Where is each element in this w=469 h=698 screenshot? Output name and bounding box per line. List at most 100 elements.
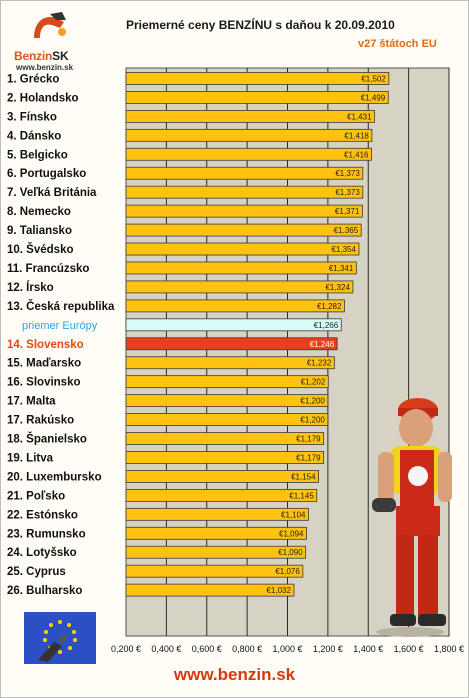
bar xyxy=(125,280,354,294)
bar xyxy=(125,337,338,351)
bar-value-label: €1,202 xyxy=(301,378,326,387)
category-label: 24. Lotyšsko xyxy=(7,547,77,559)
bar xyxy=(125,223,362,237)
category-label: priemer Európy xyxy=(22,320,98,332)
category-label: 4. Dánsko xyxy=(7,130,61,142)
bar xyxy=(125,470,319,483)
bar xyxy=(125,242,360,256)
fuel-nozzle-icon xyxy=(34,12,66,38)
bar xyxy=(125,318,342,332)
bar-value-label: €1,179 xyxy=(296,435,321,444)
bar xyxy=(125,356,335,370)
category-label: 17. Rakúsko xyxy=(7,415,74,427)
category-label: 16. Slovinsko xyxy=(7,377,81,389)
bar-value-label: €1,502 xyxy=(361,74,386,83)
bar-value-label: €1,104 xyxy=(281,510,306,519)
bar-value-label: €1,431 xyxy=(347,112,372,121)
bar-value-label: €1,179 xyxy=(296,453,321,462)
x-tick-label: 1,000 € xyxy=(272,644,302,654)
category-label: 20. Luxembursko xyxy=(7,471,102,483)
eu-flag-image xyxy=(24,612,96,664)
bar xyxy=(125,451,325,464)
category-label: 21. Poľsko xyxy=(7,490,65,502)
x-tick-label: 0,800 € xyxy=(232,644,262,654)
bar xyxy=(125,72,390,85)
category-label: 25. Cyprus xyxy=(7,566,66,578)
bar-value-label: €1,232 xyxy=(307,359,332,368)
bar xyxy=(125,261,357,275)
bar-value-label: €1,090 xyxy=(278,548,303,557)
category-label: 23. Rumunsko xyxy=(7,528,86,540)
benzin-logo[interactable]: BenzinSK www.benzin.sk xyxy=(4,8,86,72)
bar xyxy=(125,545,307,559)
category-label: 17. Malta xyxy=(7,396,56,408)
category-label: 7. Veľká Británia xyxy=(7,187,97,199)
category-label: 5. Belgicko xyxy=(7,149,68,161)
category-label: 1. Grécko xyxy=(7,73,59,85)
bar xyxy=(125,128,373,142)
x-tick-label: 0,400 € xyxy=(151,644,181,654)
x-tick-label: 0,600 € xyxy=(192,644,222,654)
x-tick-label: 0,200 € xyxy=(111,644,141,654)
logo-text: Benzin xyxy=(14,49,53,63)
bar xyxy=(125,109,375,123)
bar-value-label: €1,266 xyxy=(314,321,339,330)
bar-value-label: €1,499 xyxy=(361,93,386,102)
bar xyxy=(125,91,389,104)
bar-value-label: €1,032 xyxy=(266,586,291,595)
bar-value-label: €1,145 xyxy=(289,491,314,500)
category-label: 19. Litva xyxy=(7,452,54,464)
category-label: 14. Slovensko xyxy=(7,339,84,351)
bar xyxy=(125,204,363,218)
category-label: 18. Španielsko xyxy=(7,433,87,446)
bar-value-label: €1,365 xyxy=(334,226,359,235)
bar xyxy=(125,432,325,445)
category-label: 9. Taliansko xyxy=(7,225,72,237)
bar-value-label: €1,094 xyxy=(279,529,304,538)
category-label: 11. Francúzsko xyxy=(7,263,89,275)
bar-value-label: €1,341 xyxy=(329,264,354,273)
category-label: 12. Írsko xyxy=(7,281,54,294)
logo-text-suffix: SK xyxy=(52,49,69,63)
bar-value-label: €1,076 xyxy=(275,567,300,576)
bar-value-label: €1,373 xyxy=(335,188,360,197)
bar-value-label: €1,246 xyxy=(310,340,335,349)
bar-value-label: €1,154 xyxy=(291,472,316,481)
x-tick-label: 1,600 € xyxy=(394,644,424,654)
x-tick-label: 1,800 € xyxy=(434,644,464,654)
bar xyxy=(125,147,372,161)
category-label: 15. Maďarsko xyxy=(7,358,81,370)
bar-value-label: €1,354 xyxy=(331,245,356,254)
chart-subtitle: v27 štátoch EU xyxy=(358,38,437,50)
bar-value-label: €1,200 xyxy=(300,397,325,406)
bar xyxy=(125,507,309,521)
category-label: 26. Bulharsko xyxy=(7,585,82,597)
bar xyxy=(125,394,329,408)
bar xyxy=(125,526,307,540)
logo-url: www.benzin.sk xyxy=(16,63,74,72)
category-label: 2. Holandsko xyxy=(7,92,79,104)
category-label: 3. Fínsko xyxy=(7,111,57,123)
category-label: 10. Švédsko xyxy=(7,243,73,256)
bar-value-label: €1,373 xyxy=(335,169,360,178)
bar xyxy=(125,583,295,597)
mechanic-mascot-image xyxy=(360,388,456,638)
bar-value-label: €1,416 xyxy=(344,150,369,159)
category-label: 22. Estónsko xyxy=(7,509,78,521)
chart-title: Priemerné ceny BENZÍNU s daňou k 20.09.2… xyxy=(126,18,395,32)
bar xyxy=(125,375,329,389)
footer-url[interactable]: www.benzin.sk xyxy=(173,665,296,684)
bar xyxy=(125,564,304,578)
bar-value-label: €1,282 xyxy=(317,302,342,311)
bar xyxy=(125,185,364,199)
bar-value-label: €1,418 xyxy=(344,131,369,140)
x-tick-label: 1,200 € xyxy=(313,644,343,654)
bar-value-label: €1,200 xyxy=(300,416,325,425)
bar xyxy=(125,488,318,502)
bar-value-label: €1,371 xyxy=(335,207,360,216)
category-label: 6. Portugalsko xyxy=(7,168,86,180)
category-label: 8. Nemecko xyxy=(7,206,71,218)
x-tick-label: 1,400 € xyxy=(353,644,383,654)
category-label: 13. Česká republika xyxy=(7,300,115,313)
